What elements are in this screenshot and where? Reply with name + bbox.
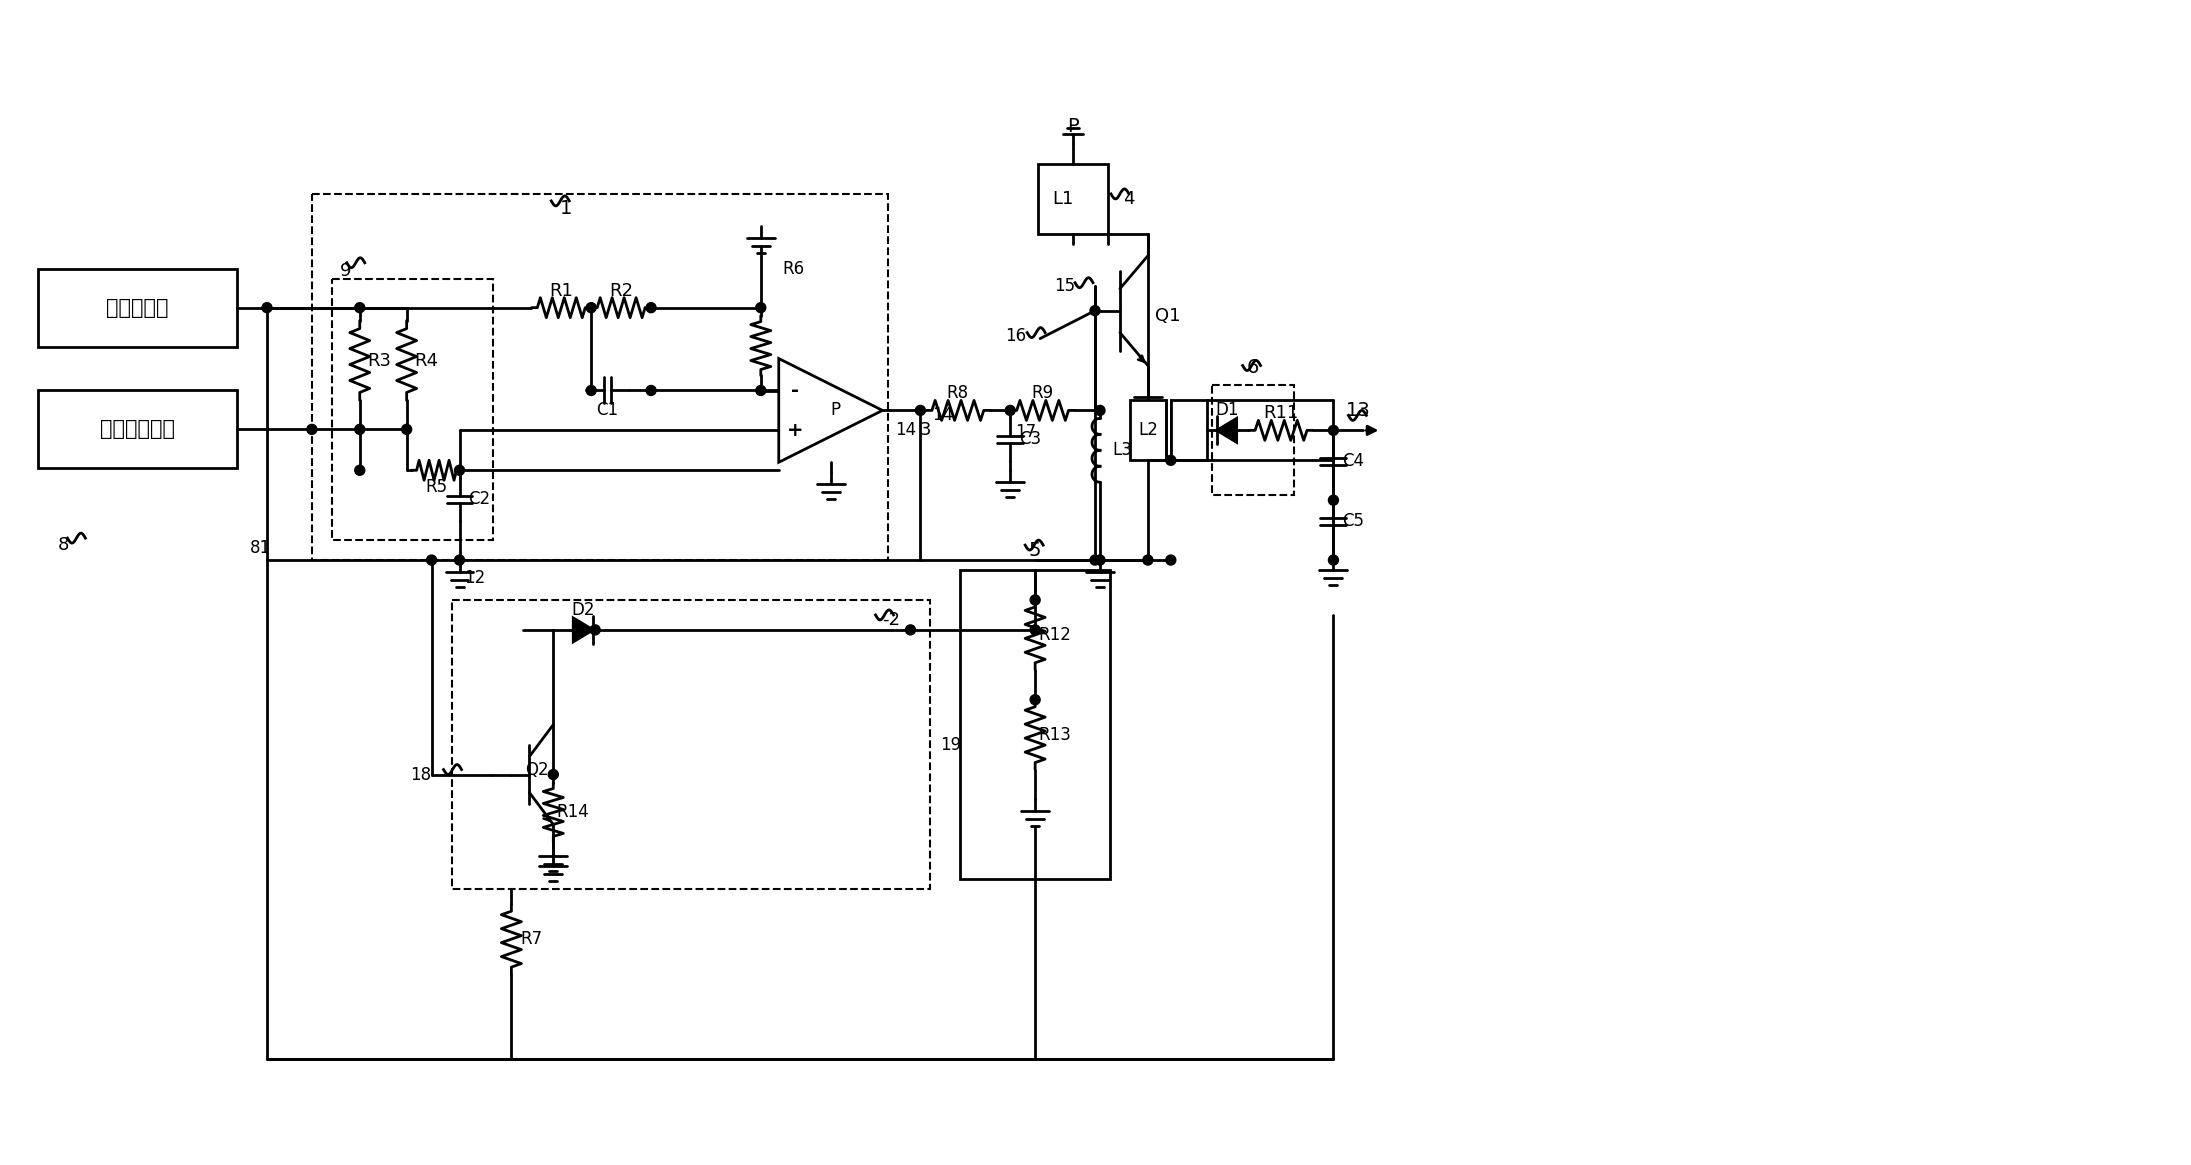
Text: 17: 17 <box>1014 423 1036 442</box>
Circle shape <box>454 555 464 565</box>
Circle shape <box>1328 555 1339 565</box>
Bar <box>37 269 237 346</box>
Bar <box>1039 164 1109 234</box>
Text: 8: 8 <box>57 536 68 555</box>
Circle shape <box>1166 456 1177 465</box>
Text: R9: R9 <box>1032 384 1054 402</box>
Text: R1: R1 <box>550 282 574 299</box>
Polygon shape <box>1216 418 1236 443</box>
Text: 81: 81 <box>250 539 272 557</box>
Text: D1: D1 <box>1216 402 1238 419</box>
Circle shape <box>454 465 464 475</box>
Circle shape <box>756 386 767 395</box>
Text: R14: R14 <box>557 804 589 821</box>
Text: L1: L1 <box>1052 190 1074 207</box>
Text: R12: R12 <box>1039 626 1071 644</box>
Text: 16: 16 <box>1006 326 1025 345</box>
Bar <box>1131 401 1166 460</box>
Circle shape <box>307 424 318 435</box>
Circle shape <box>587 303 596 312</box>
Circle shape <box>1089 305 1100 316</box>
Text: 4: 4 <box>1124 190 1135 207</box>
Circle shape <box>1096 405 1104 416</box>
Text: 14: 14 <box>933 407 953 424</box>
Text: D2: D2 <box>572 601 596 619</box>
Text: L2: L2 <box>1137 422 1157 439</box>
Bar <box>1170 401 1207 460</box>
Bar <box>960 570 1111 880</box>
Circle shape <box>1096 555 1104 565</box>
Text: 1: 1 <box>561 199 572 218</box>
Text: 14: 14 <box>894 422 916 439</box>
Text: C1: C1 <box>596 402 618 419</box>
Text: 参考电压源: 参考电压源 <box>105 297 169 318</box>
Circle shape <box>1089 555 1100 565</box>
Circle shape <box>646 303 655 312</box>
Text: R6: R6 <box>782 260 804 277</box>
Text: R13: R13 <box>1039 726 1071 743</box>
Text: L3: L3 <box>1113 442 1133 459</box>
Circle shape <box>916 405 925 416</box>
Text: R8: R8 <box>947 384 968 402</box>
Text: 5: 5 <box>1030 541 1041 559</box>
Text: -2: -2 <box>883 610 901 629</box>
Circle shape <box>1030 595 1041 605</box>
Circle shape <box>1166 555 1177 565</box>
Circle shape <box>905 624 916 635</box>
Bar <box>331 278 493 541</box>
Circle shape <box>548 770 559 779</box>
Text: 13: 13 <box>1345 401 1372 419</box>
Text: P: P <box>830 402 841 419</box>
Circle shape <box>589 624 600 635</box>
Text: C3: C3 <box>1019 430 1041 449</box>
Text: R4: R4 <box>414 352 438 369</box>
Text: 19: 19 <box>940 735 962 754</box>
Circle shape <box>646 386 655 395</box>
Bar <box>451 600 931 889</box>
Circle shape <box>1030 694 1041 705</box>
Text: 6: 6 <box>1247 358 1260 377</box>
Circle shape <box>355 465 364 475</box>
Circle shape <box>401 424 412 435</box>
Text: Q2: Q2 <box>526 761 550 778</box>
Text: R5: R5 <box>425 478 447 496</box>
Text: -: - <box>791 381 800 401</box>
Bar <box>311 193 890 560</box>
Text: 3: 3 <box>920 422 931 439</box>
Circle shape <box>1030 624 1041 635</box>
Text: 电压设置部分: 电压设置部分 <box>101 419 175 439</box>
Circle shape <box>1006 405 1014 416</box>
Text: C2: C2 <box>469 490 491 508</box>
Circle shape <box>263 303 272 312</box>
Text: R7: R7 <box>519 930 543 948</box>
Text: 15: 15 <box>1054 277 1076 295</box>
Circle shape <box>1328 425 1339 436</box>
Circle shape <box>587 386 596 395</box>
Text: C4: C4 <box>1343 452 1365 471</box>
Bar <box>1212 386 1293 495</box>
Circle shape <box>355 424 364 435</box>
Text: P: P <box>1067 116 1078 135</box>
Polygon shape <box>574 617 594 642</box>
Circle shape <box>756 303 767 312</box>
Circle shape <box>427 555 436 565</box>
Text: R11: R11 <box>1264 404 1299 423</box>
Circle shape <box>1144 555 1152 565</box>
Text: 18: 18 <box>410 765 432 784</box>
Text: R3: R3 <box>368 352 392 369</box>
Circle shape <box>1328 495 1339 506</box>
Text: +: + <box>787 421 802 439</box>
Polygon shape <box>778 359 883 463</box>
Circle shape <box>355 303 364 312</box>
Text: 9: 9 <box>340 262 351 280</box>
Text: Q1: Q1 <box>1155 306 1181 325</box>
Text: R2: R2 <box>609 282 633 299</box>
Text: 12: 12 <box>464 569 486 587</box>
Bar <box>37 390 237 468</box>
Text: C5: C5 <box>1343 513 1365 530</box>
